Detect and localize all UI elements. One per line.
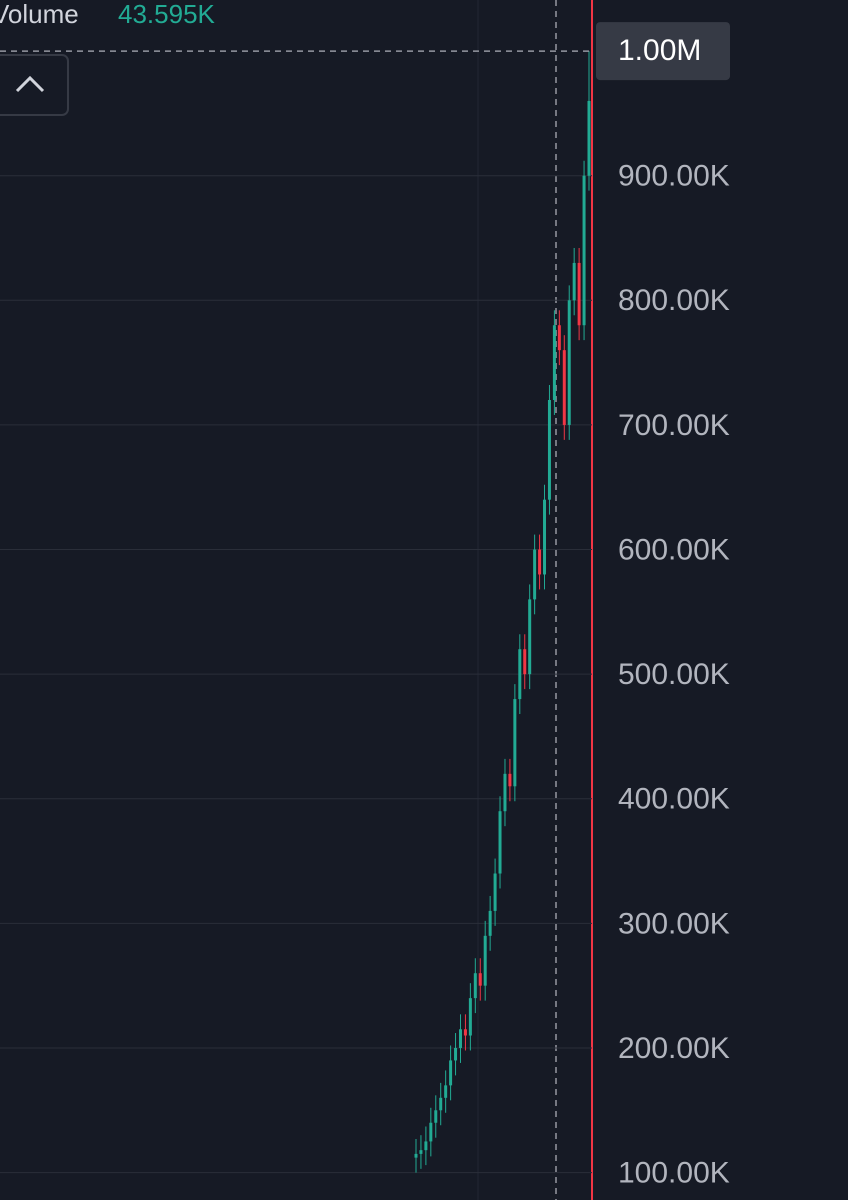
candle-body — [449, 1060, 453, 1086]
y-tick-label: 500.00K — [618, 658, 730, 691]
crosshair-label: 1.00M — [618, 34, 701, 67]
candle-body — [582, 175, 586, 326]
candle-body — [543, 499, 547, 575]
candle-body — [518, 649, 522, 700]
candle-body — [572, 262, 576, 301]
candle-body — [562, 350, 566, 425]
candle-body — [434, 1110, 438, 1123]
candle-body — [439, 1097, 443, 1111]
candle-body — [454, 1047, 458, 1061]
y-tick-label: 100.00K — [618, 1157, 730, 1190]
candle-body — [508, 773, 512, 787]
candle-body — [458, 1029, 462, 1048]
candle-body — [468, 998, 472, 1036]
candle-body — [444, 1085, 448, 1098]
candle-body — [587, 100, 591, 176]
chevron-icon[interactable] — [15, 75, 45, 93]
candle-body — [538, 549, 542, 575]
candle-body — [557, 325, 561, 351]
y-tick-label: 700.00K — [618, 409, 730, 442]
candle-body — [513, 699, 517, 787]
candle-body — [463, 1029, 467, 1036]
candle-body — [577, 262, 581, 326]
candle-body — [533, 549, 537, 600]
y-tick-label: 200.00K — [618, 1032, 730, 1065]
candle-body — [429, 1122, 433, 1142]
candle-body — [567, 300, 571, 425]
candle-body — [478, 973, 482, 986]
y-tick-label: 300.00K — [618, 907, 730, 940]
candle-body — [488, 910, 492, 936]
candle-body — [528, 599, 532, 675]
y-tick-label: 400.00K — [618, 783, 730, 816]
legend-value: 43.595K — [118, 0, 216, 29]
candle-body — [414, 1153, 418, 1158]
y-tick-label: 800.00K — [618, 284, 730, 317]
candle-body — [498, 811, 502, 874]
collapse-button[interactable] — [0, 54, 69, 116]
y-tick-label: 600.00K — [618, 533, 730, 566]
legend-label: Volume — [0, 0, 79, 29]
button-frame[interactable] — [0, 54, 69, 116]
candle-body — [523, 649, 527, 675]
candle-body — [483, 935, 487, 986]
candle-body — [473, 973, 477, 999]
candle-body — [419, 1150, 423, 1154]
candle-body — [493, 873, 497, 911]
y-tick-label: 900.00K — [618, 160, 730, 193]
crosshair-label-box — [596, 22, 730, 81]
candle-body — [503, 773, 507, 812]
candle-body — [424, 1141, 428, 1151]
candle-body — [552, 325, 556, 400]
candle-body — [547, 400, 551, 500]
